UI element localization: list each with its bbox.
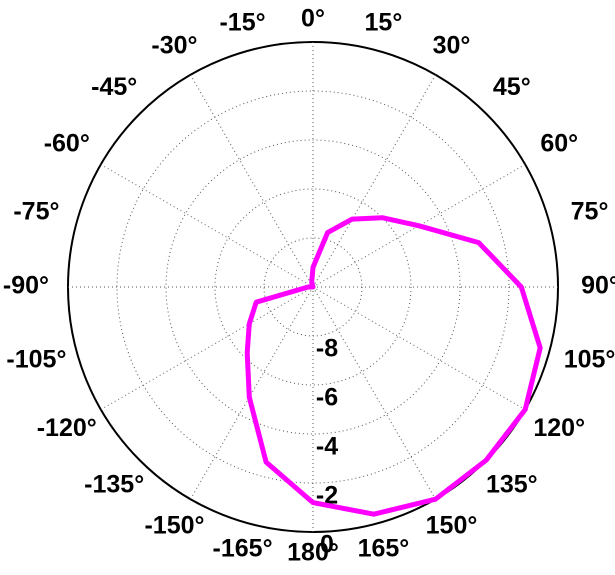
theta-tick-label: 30° [433, 32, 471, 60]
theta-tick-label: -90° [3, 272, 49, 300]
grid-spoke [312, 164, 526, 288]
theta-tick-label: 135° [486, 470, 538, 498]
theta-tick-label: -45° [91, 73, 137, 101]
theta-tick-label: 180° [287, 539, 339, 567]
grid-spoke [100, 164, 314, 288]
theta-tick-label: 90° [581, 272, 615, 300]
theta-tick-label: 150° [426, 511, 478, 539]
grid-spoke [312, 286, 436, 500]
theta-tick-label: 0° [301, 5, 325, 33]
theta-tick-label: 165° [358, 535, 410, 563]
grid-spoke [190, 286, 314, 500]
theta-tick-label: -60° [44, 129, 90, 157]
grid-circle [165, 139, 461, 435]
theta-tick-label: -105° [6, 346, 66, 374]
grid-spoke [100, 286, 314, 410]
theta-tick-label: 45° [493, 73, 531, 101]
theta-tick-label: -135° [84, 470, 144, 498]
theta-tick-label: 15° [365, 9, 403, 37]
theta-tick-label: -30° [151, 32, 197, 60]
theta-tick-label: 75° [571, 198, 609, 226]
r-tick-label: 0 [320, 531, 334, 559]
theta-tick-label: 60° [540, 129, 578, 157]
grid-spoke [312, 74, 436, 288]
theta-tick-label: 120° [533, 414, 585, 442]
theta-tick-label: -165° [213, 535, 273, 563]
theta-tick-label: -15° [219, 9, 265, 37]
r-tick-label: -8 [316, 335, 338, 363]
grid-circle [214, 188, 412, 386]
polar-line [244, 215, 543, 517]
theta-tick-label: 105° [564, 346, 615, 374]
theta-tick-label: -150° [144, 511, 204, 539]
r-tick-label: -6 [316, 384, 338, 412]
r-tick-label: -4 [316, 433, 338, 461]
grid-spoke [190, 74, 314, 288]
theta-tick-label: -120° [37, 414, 97, 442]
theta-tick-label: -75° [13, 198, 59, 226]
grid-spoke [312, 286, 526, 410]
